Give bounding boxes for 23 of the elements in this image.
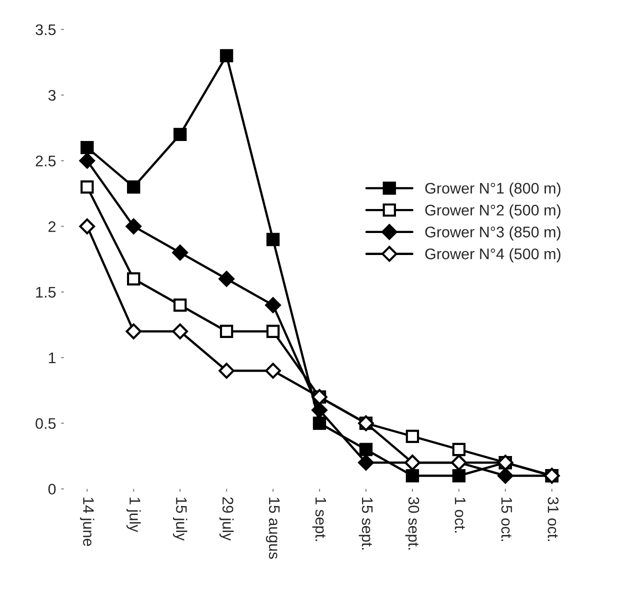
legend-label: Grower N°4 (500 m) [425, 248, 560, 262]
y-tick-label: 2.5 [36, 156, 56, 166]
y-tick-label: 1 [48, 352, 56, 364]
y-tick-label: 0.5 [36, 418, 56, 429]
legend-label: Grower N°1 (800 m) [425, 182, 560, 197]
x-tick-label: 15 sept. [358, 498, 373, 550]
legend-label: Grower N°3 (850 m) [425, 226, 560, 240]
y-tick-label: 1.5 [36, 287, 56, 298]
x-tick-label: 15 oct. [501, 498, 512, 541]
x-tick-label: 15 augus [266, 498, 280, 559]
x-tick-label: 30 sept. [405, 497, 420, 550]
x-tick-label: 1 oct. [454, 498, 466, 532]
x-tick-label: 1 sept. [312, 498, 326, 541]
y-tick-label: 2 [48, 221, 56, 232]
y-tick-label: 3 [48, 90, 56, 101]
x-tick-label: 15 july [172, 498, 188, 541]
x-tick-label: 31 oct. [548, 497, 559, 541]
y-tick-label: 0 [48, 484, 56, 495]
legend-label: Grower N°2 (500 m) [425, 204, 560, 219]
x-tick-label: 29 july [219, 497, 234, 541]
y-tick-label: 3.5 [36, 24, 56, 36]
x-tick-label: 1 july [126, 498, 141, 532]
x-tick-label: 14 june [80, 498, 94, 546]
